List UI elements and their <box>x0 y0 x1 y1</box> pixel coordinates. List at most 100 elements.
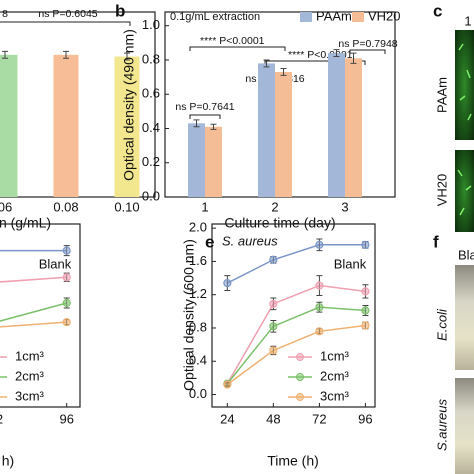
y-tick-label: 0.4 <box>189 353 207 368</box>
y-tick-label: 0.0 <box>142 188 160 203</box>
photo <box>455 265 474 370</box>
marker <box>62 298 71 308</box>
marker <box>315 240 324 249</box>
plot-frame <box>0 223 81 408</box>
line <box>0 302 67 322</box>
line <box>0 321 67 328</box>
x-tick-label: 72 <box>0 411 3 426</box>
chart-title: 0.1g/mL extraction <box>170 11 260 23</box>
marker <box>361 306 370 315</box>
legend-label: 2cm³ <box>15 368 45 383</box>
bar <box>205 126 222 197</box>
series-label: Blank <box>39 256 72 271</box>
photo <box>455 378 474 474</box>
marker <box>269 346 278 355</box>
y-tick-label: 1.0 <box>142 17 160 32</box>
column-label: 1 <box>464 13 471 28</box>
x-tick-label: 96 <box>59 411 73 426</box>
y-axis-label: Optical density (490 nm) <box>121 29 137 181</box>
marker <box>315 281 324 290</box>
error-bar <box>210 123 217 130</box>
x-tick-label: 48 <box>266 411 280 426</box>
x-tick-label: 72 <box>312 411 326 426</box>
legend-label: 2cm³ <box>320 368 350 383</box>
marker <box>361 240 370 249</box>
bar <box>0 54 18 198</box>
x-tick-label: 3 <box>341 199 348 214</box>
row-label: VH20 <box>434 174 449 207</box>
line <box>0 276 67 283</box>
marker <box>269 255 278 264</box>
fluorescence-image <box>455 150 474 232</box>
legend-marker <box>296 393 304 401</box>
marker <box>315 303 324 312</box>
marker <box>361 287 370 296</box>
legend-marker <box>296 353 304 361</box>
x-axis-label: h) <box>2 453 14 469</box>
legend-label: 3cm³ <box>320 388 350 403</box>
marker <box>62 246 71 255</box>
x-tick-label: 24 <box>220 411 234 426</box>
panel-label: e <box>205 232 214 251</box>
marker <box>269 299 278 308</box>
annotation: **** P<0.0001 <box>200 35 265 47</box>
error-bar <box>333 49 340 58</box>
bar <box>345 58 362 197</box>
significance-bracket <box>189 46 286 51</box>
x-tick-label: 0.10 <box>114 199 139 214</box>
legend-marker <box>296 373 304 381</box>
legend-label: 1cm³ <box>320 348 350 363</box>
x-axis-label: Culture time (day) <box>224 215 335 231</box>
legend-label: PAAm <box>316 8 352 23</box>
row-label: E.coli <box>434 308 449 341</box>
x-tick-label: 06 <box>0 199 12 214</box>
x-axis-label: n (g/mL) <box>0 215 51 231</box>
y-tick-label: 0.4 <box>142 120 160 135</box>
bar <box>114 56 140 198</box>
error-bar <box>2 50 8 59</box>
marker <box>62 318 71 327</box>
annotation: ns P=0.7948 <box>338 38 397 50</box>
panel-label: c <box>433 1 442 20</box>
line <box>227 244 366 284</box>
annotation: ns P=0.7641 <box>175 101 234 113</box>
y-tick-label: 1.2 <box>189 286 207 301</box>
marker <box>361 321 370 330</box>
significance-bracket <box>0 21 131 26</box>
legend-label: 1cm³ <box>15 348 45 363</box>
line <box>226 324 366 386</box>
bar <box>53 54 79 198</box>
fluorescence-image <box>455 30 474 140</box>
row-label: S.aureus <box>434 398 449 451</box>
bar <box>275 71 292 197</box>
annotation: 8 <box>2 8 8 20</box>
error-bar <box>124 52 130 61</box>
row-label: PAAm <box>434 77 449 113</box>
marker <box>223 380 232 389</box>
y-tick-label: 0.8 <box>189 319 207 334</box>
panel-label: b <box>115 1 125 20</box>
y-tick-label: 0.2 <box>142 154 160 169</box>
y-tick-label: 2.0 <box>189 220 207 235</box>
x-tick-label: 2 <box>271 199 278 214</box>
marker <box>269 322 278 331</box>
y-tick-label: 0.8 <box>142 51 160 66</box>
line <box>226 306 366 385</box>
significance-bracket <box>264 60 366 65</box>
x-tick-label: 96 <box>358 411 372 426</box>
marker <box>315 327 324 336</box>
y-tick-label: 0.6 <box>142 86 160 101</box>
annotation: ns P=0.6045 <box>38 8 97 20</box>
series-label: Blank <box>334 256 367 271</box>
significance-bracket <box>349 49 386 54</box>
marker <box>62 273 71 282</box>
bar <box>258 63 275 198</box>
cells <box>457 43 472 216</box>
error-bar <box>350 52 357 64</box>
bar <box>328 53 345 197</box>
chart-title: S. aureus <box>222 233 278 248</box>
legend-label: VH20 <box>368 8 401 23</box>
plot-frame <box>211 223 376 408</box>
y-axis-label: Optical density (600 nm) <box>181 239 197 391</box>
